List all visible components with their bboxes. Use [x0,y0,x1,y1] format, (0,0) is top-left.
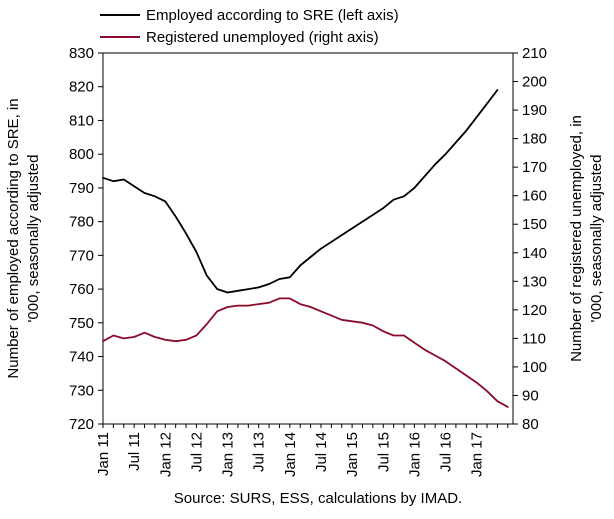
right-axis-tick-label: 210 [522,45,547,62]
x-axis-tick-label: Jan 14 [282,432,299,477]
right-axis-tick-label: 200 [522,74,547,91]
right-axis-tick-label: 180 [522,131,547,148]
x-axis-tick-label: Jan 15 [344,432,361,477]
right-axis-tick-label: 80 [522,416,539,433]
x-axis-tick-label: Jul 11 [126,432,143,471]
left-axis-tick-label: 800 [69,146,94,163]
right-axis-tick-label: 170 [522,159,547,176]
employed-series-line [102,89,499,294]
left-axis-tick-label: 720 [69,416,94,433]
left-axis-tick-label: 790 [69,180,94,197]
left-axis-tick-label: 780 [69,214,94,231]
x-axis-tick-label: Jul 14 [313,432,330,472]
right-axis-tick-label: 90 [522,387,539,404]
right-axis-tick-label: 120 [522,302,547,319]
legend-label: Registered unemployed (right axis) [146,29,379,46]
source-note: Source: SURS, ESS, calculations by IMAD. [174,490,462,507]
x-axis-tick-label: Jan 17 [469,432,486,477]
right-axis-tick-label: 140 [522,245,547,262]
right-axis-tick-label: 110 [522,330,546,347]
left-axis-tick-label: 830 [69,45,94,62]
left-axis-tick-label: 810 [69,112,94,129]
x-axis-tick-label: Jan 12 [157,432,174,477]
x-axis-tick-label: Jul 16 [438,432,455,472]
unemployed-series-line [102,297,509,408]
left-axis-tick-label: 740 [69,349,94,366]
x-axis-tick-label: Jan 13 [220,432,237,477]
x-axis-tick-label: Jan 16 [406,432,423,477]
legend-label: Employed according to SRE (left axis) [146,7,399,24]
x-axis-tick-label: Jul 13 [251,432,268,472]
left-axis-tick-label: 750 [69,315,94,332]
x-axis-tick-label: Jan 11 [95,432,112,476]
right-axis-tick-label: 100 [522,359,547,376]
plot-frame [102,52,514,425]
left-axis-tick-label: 770 [69,247,94,264]
x-axis-tick-label: Jul 15 [375,432,392,472]
left-axis-tick-label: 730 [69,382,94,399]
left-axis-title: Number of employed according to SRE, in '… [5,98,42,378]
right-axis-tick-label: 190 [522,102,547,119]
right-axis-tick-label: 130 [522,273,547,290]
right-axis-tick-label: 160 [522,188,547,205]
left-axis-tick-label: 820 [69,79,94,96]
right-axis-tick-label: 150 [522,216,547,233]
x-axis-tick-label: Jul 12 [188,432,205,472]
right-axis-title: Number of registered unemployed, in '000,… [568,115,605,362]
left-axis-tick-label: 760 [69,281,94,298]
